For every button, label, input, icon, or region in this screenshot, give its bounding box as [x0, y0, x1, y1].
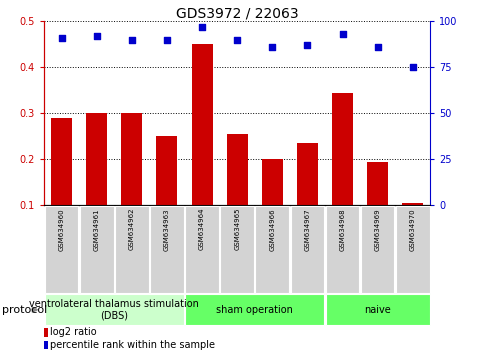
Title: GDS3972 / 22063: GDS3972 / 22063: [176, 6, 298, 20]
Point: [128, 37, 136, 42]
Bar: [290, 206, 324, 293]
Point: [408, 64, 416, 70]
Bar: [150, 206, 183, 293]
Bar: [402, 203, 423, 251]
Text: GSM634965: GSM634965: [234, 208, 240, 251]
Text: GSM634969: GSM634969: [374, 208, 380, 251]
Point: [93, 33, 101, 39]
Bar: [44, 341, 48, 349]
Bar: [220, 206, 253, 293]
Text: GSM634960: GSM634960: [59, 208, 64, 251]
Text: GSM634963: GSM634963: [163, 208, 169, 251]
Bar: [185, 294, 324, 325]
Text: ventrolateral thalamus stimulation
(DBS): ventrolateral thalamus stimulation (DBS): [29, 299, 199, 321]
Point: [303, 42, 311, 48]
Bar: [51, 118, 72, 251]
Bar: [325, 294, 429, 325]
Bar: [86, 113, 107, 251]
Text: percentile rank within the sample: percentile rank within the sample: [50, 340, 214, 350]
Point: [233, 37, 241, 42]
Bar: [331, 93, 352, 251]
Bar: [44, 328, 48, 337]
Bar: [325, 206, 359, 293]
Bar: [80, 206, 113, 293]
Bar: [115, 206, 148, 293]
Text: sham operation: sham operation: [216, 305, 293, 315]
Text: GSM634968: GSM634968: [339, 208, 345, 251]
Bar: [395, 206, 429, 293]
Bar: [185, 206, 219, 293]
Point: [373, 44, 381, 50]
Point: [58, 35, 65, 41]
Bar: [261, 159, 282, 251]
Bar: [121, 113, 142, 251]
Point: [198, 24, 205, 30]
Point: [163, 37, 170, 42]
Bar: [366, 161, 387, 251]
Text: GSM634966: GSM634966: [269, 208, 275, 251]
Text: protocol: protocol: [2, 305, 48, 315]
Text: log2 ratio: log2 ratio: [50, 327, 96, 337]
Bar: [360, 206, 394, 293]
Text: GSM634964: GSM634964: [199, 208, 204, 251]
Text: GSM634970: GSM634970: [409, 208, 415, 251]
Bar: [296, 143, 317, 251]
Point: [268, 44, 276, 50]
Point: [338, 31, 346, 37]
Bar: [44, 206, 78, 293]
Bar: [226, 134, 247, 251]
Text: naive: naive: [364, 305, 390, 315]
Text: GSM634967: GSM634967: [304, 208, 310, 251]
Bar: [156, 136, 177, 251]
Text: GSM634961: GSM634961: [94, 208, 100, 251]
Text: GSM634962: GSM634962: [128, 208, 135, 251]
Bar: [44, 294, 183, 325]
Bar: [255, 206, 288, 293]
Bar: [191, 44, 212, 251]
